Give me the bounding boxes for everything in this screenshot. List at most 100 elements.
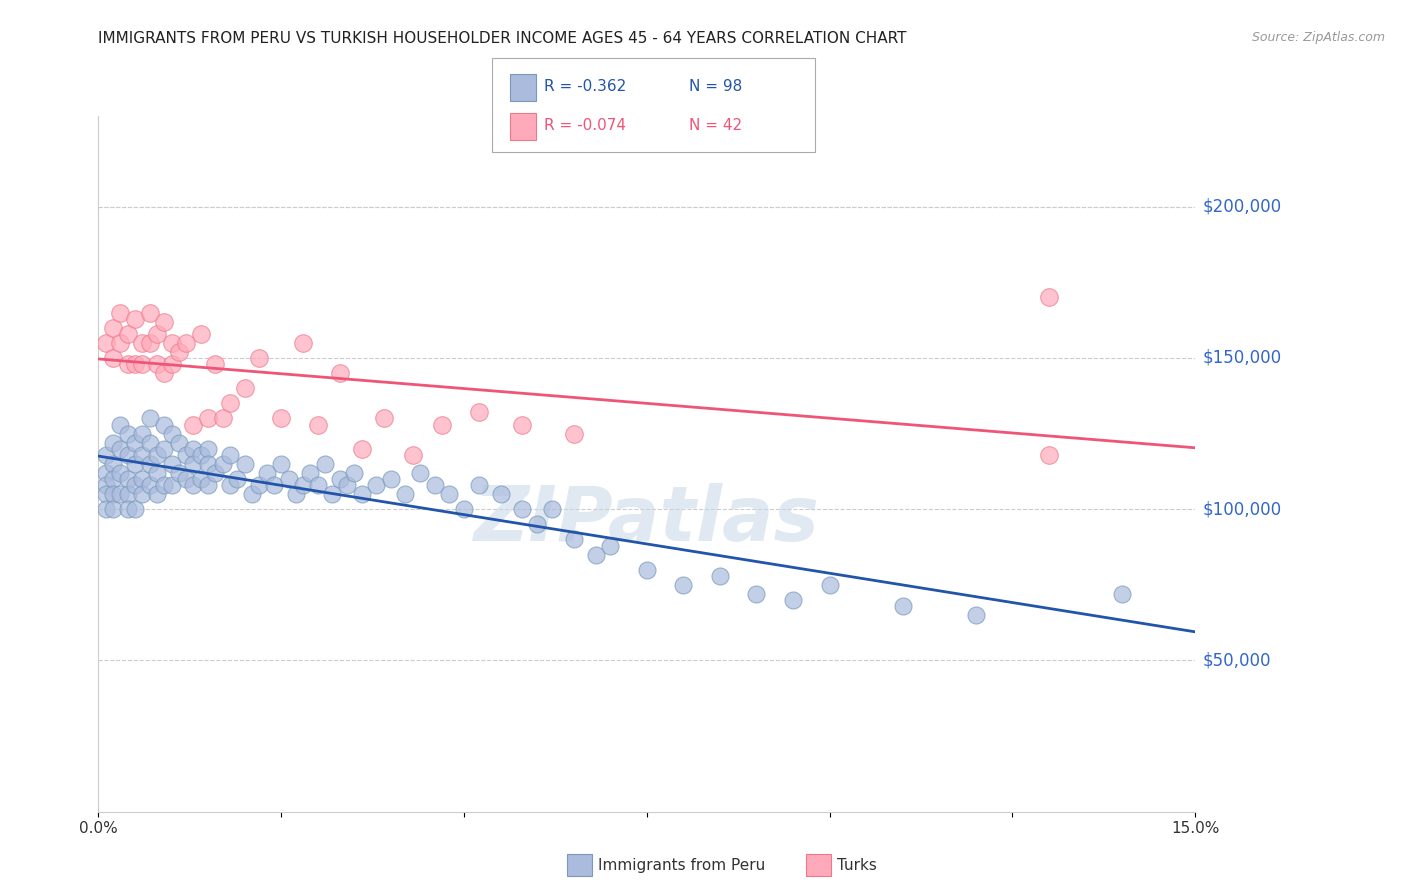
Point (307, 417, 329, 432)
Point (402, 448, 425, 462)
Point (167, 345, 190, 359)
Point (197, 457, 219, 471)
Point (131, 335, 153, 350)
Point (110, 466, 132, 480)
Text: Source: ZipAtlas.com: Source: ZipAtlas.com (1251, 31, 1385, 45)
Point (117, 357, 139, 371)
Point (343, 466, 366, 480)
Point (284, 487, 307, 501)
Point (190, 448, 212, 462)
Text: $200,000: $200,000 (1202, 198, 1281, 216)
Point (101, 487, 124, 501)
Point (138, 335, 160, 350)
Point (1038, 290, 1060, 304)
Point (219, 396, 242, 410)
Point (211, 411, 233, 425)
Point (233, 381, 256, 395)
Point (467, 405, 489, 419)
Point (782, 593, 804, 607)
Point (562, 533, 585, 547)
Point (153, 478, 176, 492)
Point (197, 411, 219, 425)
Point (101, 472, 124, 486)
Point (124, 435, 146, 450)
Point (124, 357, 146, 371)
Point (219, 448, 242, 462)
Point (292, 335, 315, 350)
Text: $150,000: $150,000 (1202, 349, 1281, 367)
Point (270, 411, 292, 425)
Point (183, 442, 205, 456)
Point (146, 487, 169, 501)
Point (101, 502, 124, 516)
Text: Immigrants from Peru: Immigrants from Peru (598, 858, 765, 872)
Point (818, 578, 841, 592)
Point (101, 435, 124, 450)
Point (131, 472, 153, 486)
Text: N = 42: N = 42 (689, 119, 742, 134)
Point (380, 472, 402, 486)
Point (636, 563, 658, 577)
Point (160, 426, 183, 441)
Point (247, 351, 270, 365)
Point (160, 478, 183, 492)
Point (101, 320, 124, 334)
Point (512, 417, 534, 432)
Point (321, 487, 343, 501)
Point (174, 335, 197, 350)
Point (394, 487, 416, 501)
Point (146, 357, 169, 371)
Point (373, 411, 395, 425)
Point (160, 457, 183, 471)
Point (204, 466, 226, 480)
Point (101, 351, 124, 365)
Point (138, 478, 160, 492)
Point (117, 426, 139, 441)
Point (110, 305, 132, 319)
Point (124, 311, 146, 326)
Point (226, 472, 249, 486)
Point (263, 478, 285, 492)
Point (277, 472, 299, 486)
Point (270, 457, 292, 471)
Point (101, 457, 124, 471)
Point (350, 487, 373, 501)
Point (153, 315, 176, 329)
Point (526, 517, 548, 532)
Text: $50,000: $50,000 (1202, 651, 1271, 670)
Point (167, 435, 190, 450)
Point (329, 472, 352, 486)
Point (256, 466, 278, 480)
Point (891, 599, 914, 613)
Text: IMMIGRANTS FROM PERU VS TURKISH HOUSEHOLDER INCOME AGES 45 - 64 YEARS CORRELATIO: IMMIGRANTS FROM PERU VS TURKISH HOUSEHOL… (98, 31, 907, 46)
Point (219, 478, 242, 492)
Point (117, 472, 139, 486)
Point (467, 478, 489, 492)
Text: R = -0.362: R = -0.362 (544, 79, 626, 95)
Point (131, 426, 153, 441)
Point (160, 335, 183, 350)
Point (366, 478, 388, 492)
Point (292, 478, 315, 492)
Point (131, 448, 153, 462)
Point (1111, 587, 1133, 601)
Point (183, 417, 205, 432)
Text: N = 98: N = 98 (689, 79, 742, 95)
Point (174, 448, 197, 462)
Point (329, 366, 352, 380)
Point (247, 478, 270, 492)
Point (138, 457, 160, 471)
Point (94, 478, 117, 492)
Point (307, 478, 329, 492)
Point (709, 568, 731, 582)
Point (190, 472, 212, 486)
Point (204, 357, 226, 371)
Point (146, 466, 169, 480)
Point (299, 466, 322, 480)
Point (585, 548, 607, 562)
Point (562, 426, 585, 441)
Point (190, 326, 212, 341)
Point (183, 478, 205, 492)
Point (117, 326, 139, 341)
Point (672, 578, 695, 592)
